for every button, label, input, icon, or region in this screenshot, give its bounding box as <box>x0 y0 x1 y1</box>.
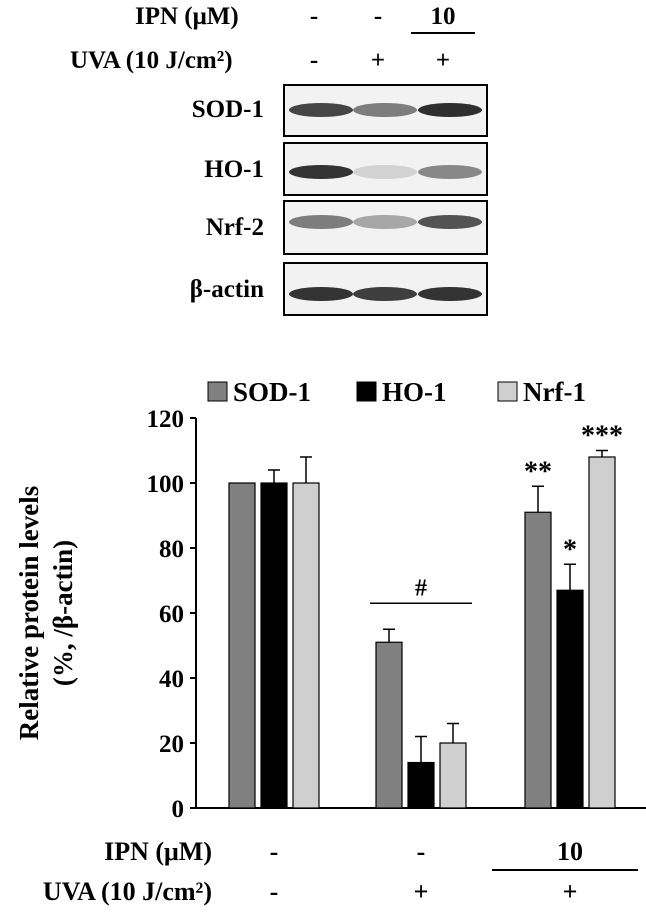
chart-ipn-value-2: - <box>417 837 426 866</box>
blot-band-3 <box>418 287 482 301</box>
blot-ipn-label: IPN (μM) <box>135 3 239 30</box>
legend-swatch-3 <box>497 381 518 402</box>
blot-band-3 <box>418 215 482 229</box>
bar-SOD-1-2 <box>375 641 403 809</box>
y-tick-label: 120 <box>147 406 185 433</box>
blot-band-3 <box>418 165 482 179</box>
blot-bands-actin <box>289 287 482 301</box>
significance-mark: * <box>563 534 577 565</box>
y-tick-label: 100 <box>147 471 185 498</box>
bar-SOD-1-3 <box>524 511 552 809</box>
band-label-ho1: HO-1 <box>204 156 264 183</box>
bar-HO-1-1 <box>260 482 288 809</box>
group-annotation-mark: # <box>415 575 427 601</box>
significance-mark: ** <box>524 456 552 487</box>
band-label-sod1: SOD-1 <box>191 96 264 123</box>
chart-ipn-label: IPN (μM) <box>104 837 212 866</box>
blot-uva-value-1: - <box>309 47 319 74</box>
legend-swatch-2 <box>356 381 377 402</box>
blot-ipn-value-2: - <box>373 3 383 30</box>
chart-uva-value-2: + <box>414 877 429 906</box>
blot-band-1 <box>289 215 353 229</box>
significance-mark: *** <box>581 421 623 452</box>
blot-ipn-value-3: 10 <box>430 3 456 30</box>
bar-HO-1-3 <box>556 589 584 809</box>
chart-ipn-value-1: - <box>270 837 279 866</box>
bar-Nrf-1-2 <box>439 742 467 809</box>
blot-ipn-underline <box>411 32 475 34</box>
band-label-actin: β-actin <box>189 276 264 303</box>
blot-uva-value-2: + <box>370 47 386 74</box>
blot-bands-nrf2 <box>289 215 482 229</box>
blot-strip-ho1 <box>283 142 488 196</box>
blot-band-3 <box>418 103 482 117</box>
band-label-nrf2: Nrf-2 <box>205 214 264 241</box>
blot-band-2 <box>353 215 417 229</box>
y-tick-label: 80 <box>159 536 184 563</box>
chart-uva-value-3: + <box>563 877 578 906</box>
blot-bands-ho1 <box>289 165 482 179</box>
legend-label-3: Nrf-1 <box>523 377 586 407</box>
blot-strip-actin <box>283 262 488 316</box>
blot-band-2 <box>353 287 417 301</box>
chart-uva-value-1: - <box>270 877 279 906</box>
blot-band-1 <box>289 165 353 179</box>
blot-bands-sod1 <box>289 103 482 117</box>
bar-chart: 0 20 40 60 80 100 120 Relative protein levels (%… <box>14 377 646 906</box>
blot-uva-value-3: + <box>435 47 451 74</box>
legend-label-2: HO-1 <box>382 377 447 407</box>
blot-strip-nrf2 <box>283 200 488 255</box>
legend-swatch-1 <box>207 381 228 402</box>
blot-uva-label: UVA (10 J/cm²) <box>70 47 233 74</box>
bar-Nrf-1-3 <box>588 456 616 809</box>
blot-band-1 <box>289 287 353 301</box>
blot-band-2 <box>353 165 417 179</box>
chart-ipn-value-3: 10 <box>557 837 583 866</box>
chart-uva-label: UVA (10 J/cm²) <box>43 877 212 906</box>
bar-Nrf-1-1 <box>292 482 320 809</box>
y-tick-label: 0 <box>172 796 185 823</box>
y-tick-label: 20 <box>159 731 184 758</box>
legend-label-1: SOD-1 <box>233 377 311 407</box>
bar-SOD-1-1 <box>228 482 256 809</box>
y-axis-label: Relative protein levels (%, /β-actin) <box>14 486 78 740</box>
bar-HO-1-2 <box>407 761 435 809</box>
blot-ipn-value-1: - <box>309 3 319 30</box>
y-tick-label: 60 <box>159 601 184 628</box>
y-tick-label: 40 <box>159 666 184 693</box>
blot-band-2 <box>353 103 417 117</box>
blot-strip-sod1 <box>283 84 488 137</box>
blot-band-1 <box>289 103 353 117</box>
